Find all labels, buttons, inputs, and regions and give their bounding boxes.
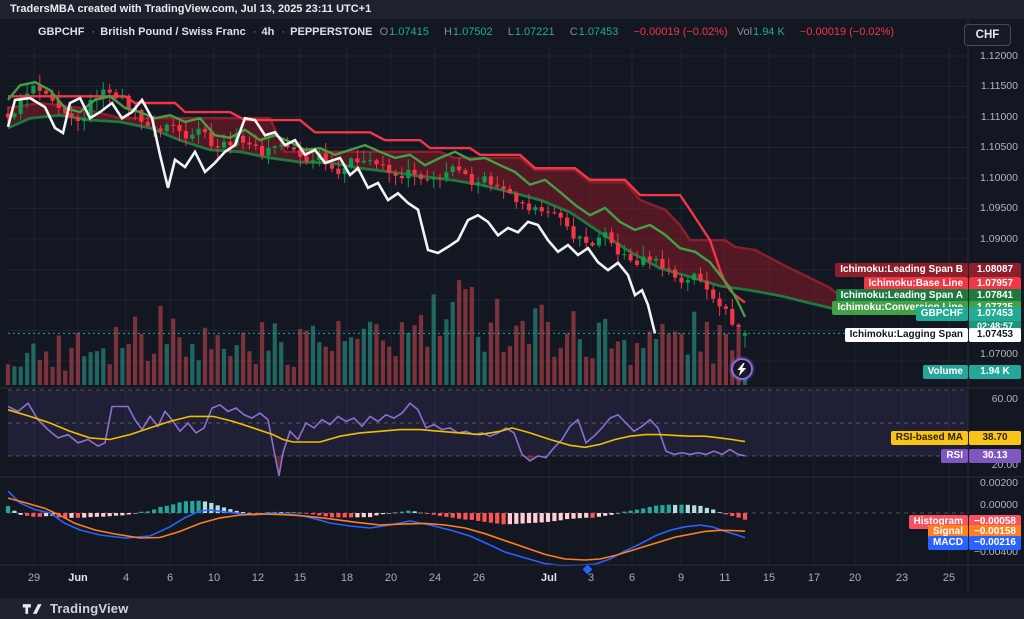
time-axis-label: 15 [293, 572, 307, 584]
indicator-label-value: 1.07957 [969, 277, 1021, 291]
indicator-label-name: RSI [941, 449, 968, 463]
time-axis-label: 17 [807, 572, 821, 584]
indicator-label-rsi: RSI 30.13 [941, 449, 1021, 463]
price-axis-label: 1.11000 [980, 111, 1018, 123]
indicator-label-name: Volume [922, 365, 968, 379]
countdown-timer: 02:48:57 [969, 321, 1021, 332]
price-axis-label: 1.11500 [980, 80, 1018, 92]
indicator-label-value: 1.94 K [969, 365, 1021, 379]
ohlc-open: O1.07415 [379, 26, 429, 38]
time-axis-label: 3 [587, 572, 595, 584]
lightning-icon [737, 362, 747, 376]
time-axis-label: 20 [384, 572, 398, 584]
time-axis-label: 6 [166, 572, 174, 584]
time-axis-label: 29 [27, 572, 41, 584]
indicator-label-value: 1.07841 [969, 289, 1021, 303]
indicator-label-lagging-span: Ichimoku:Lagging Span 1.07453 [844, 328, 1021, 342]
footer-bar: TradingView [0, 598, 1024, 619]
indicator-label-name: MACD [928, 536, 968, 550]
volume-change: −0.00019 (−0.02%) [799, 26, 895, 38]
indicator-label-name: Signal [927, 525, 968, 539]
price-axis-label: 0.00000 [980, 499, 1018, 511]
time-axis-label: Jun [68, 572, 88, 584]
attribution-text: TradersMBA created with TradingView.com,… [10, 3, 372, 15]
indicator-label-value: −0.00216 [969, 536, 1021, 550]
indicator-label-symbol-price: GBPCHF 1.07453 02:48:57 [915, 307, 1021, 332]
time-axis-label: 9 [677, 572, 685, 584]
price-axis-label: 1.07000 [980, 348, 1018, 360]
symbol-exchange: PEPPERSTONE [290, 26, 373, 38]
symbol-name[interactable]: GBPCHF [38, 26, 85, 38]
indicator-label-value: 1.08087 [969, 263, 1021, 277]
time-axis-label: 10 [207, 572, 221, 584]
time-axis-label: Jul [541, 572, 557, 584]
price-axis-label: 0.00200 [980, 477, 1018, 489]
currency-toggle-button[interactable]: CHF [964, 24, 1011, 46]
time-axis-label: 26 [472, 572, 486, 584]
time-axis-label: 25 [942, 572, 956, 584]
time-axis-label: 6 [628, 572, 636, 584]
indicator-label-leading-span-a: Ichimoku:Leading Span A 1.07841 [835, 289, 1021, 303]
indicator-label-value: −0.00158 [969, 525, 1021, 539]
time-axis-label: 20 [848, 572, 862, 584]
indicator-label-name: Ichimoku:Leading Span A [835, 289, 968, 303]
time-axis-label: 23 [895, 572, 909, 584]
symbol-description: British Pound / Swiss Franc [100, 26, 246, 38]
time-axis-label: 18 [340, 572, 354, 584]
tradingview-logo-icon[interactable] [22, 602, 43, 616]
price-axis-label: 60.00 [991, 393, 1018, 405]
price-axis-label: 1.09500 [980, 202, 1018, 214]
indicator-label-macd: MACD −0.00216 [928, 536, 1021, 550]
symbol-interval[interactable]: 4h [261, 26, 275, 38]
time-axis-label: 24 [428, 572, 442, 584]
tradingview-brand-text[interactable]: TradingView [50, 601, 129, 616]
ohlc-high: H1.07502 [443, 26, 493, 38]
symbol-header: GBPCHF · British Pound / Swiss Franc · 4… [38, 26, 895, 38]
price-axis-label: 1.10000 [980, 172, 1018, 184]
time-axis-label: 12 [251, 572, 265, 584]
ohlc-low: L1.07221 [507, 26, 555, 38]
indicator-label-name: Ichimoku:Base Line [863, 277, 968, 291]
indicator-label-base-line: Ichimoku:Base Line 1.07957 [863, 277, 1021, 291]
time-axis-label: 11 [719, 572, 731, 584]
quick-trade-button[interactable] [731, 358, 753, 380]
attribution-bar: TradersMBA created with TradingView.com,… [0, 0, 1024, 19]
indicator-label-leading-span-b: Ichimoku:Leading Span B 1.08087 [835, 263, 1021, 277]
price-axis-label: 1.12000 [980, 50, 1018, 62]
indicator-label-name: RSI-based MA [890, 431, 968, 445]
indicator-label-value: 1.07453 02:48:57 [969, 307, 1021, 332]
price-axis-label: 1.10500 [980, 141, 1018, 153]
ohlc-close: C1.07453 [569, 26, 619, 38]
indicator-label-volume: Volume 1.94 K [922, 365, 1021, 379]
price-axis-label: 1.09000 [980, 233, 1018, 245]
indicator-label-value: 1.07453 [969, 328, 1021, 342]
time-axis-label: 4 [122, 572, 130, 584]
indicator-label-name: Ichimoku:Leading Span B [835, 263, 968, 277]
indicator-label-signal: Signal −0.00158 [927, 525, 1021, 539]
indicator-label-name: GBPCHF [915, 307, 968, 321]
volume-readout: Vol1.94 K [736, 26, 785, 38]
price-change: −0.00019 (−0.02%) [633, 26, 728, 38]
indicator-label-name: Ichimoku:Lagging Span [844, 328, 968, 342]
time-axis-label: 15 [762, 572, 776, 584]
indicator-label-rsi-ma: RSI-based MA 38.70 [890, 431, 1021, 445]
indicator-label-value: 38.70 [969, 431, 1021, 445]
indicator-label-value: 30.13 [969, 449, 1021, 463]
